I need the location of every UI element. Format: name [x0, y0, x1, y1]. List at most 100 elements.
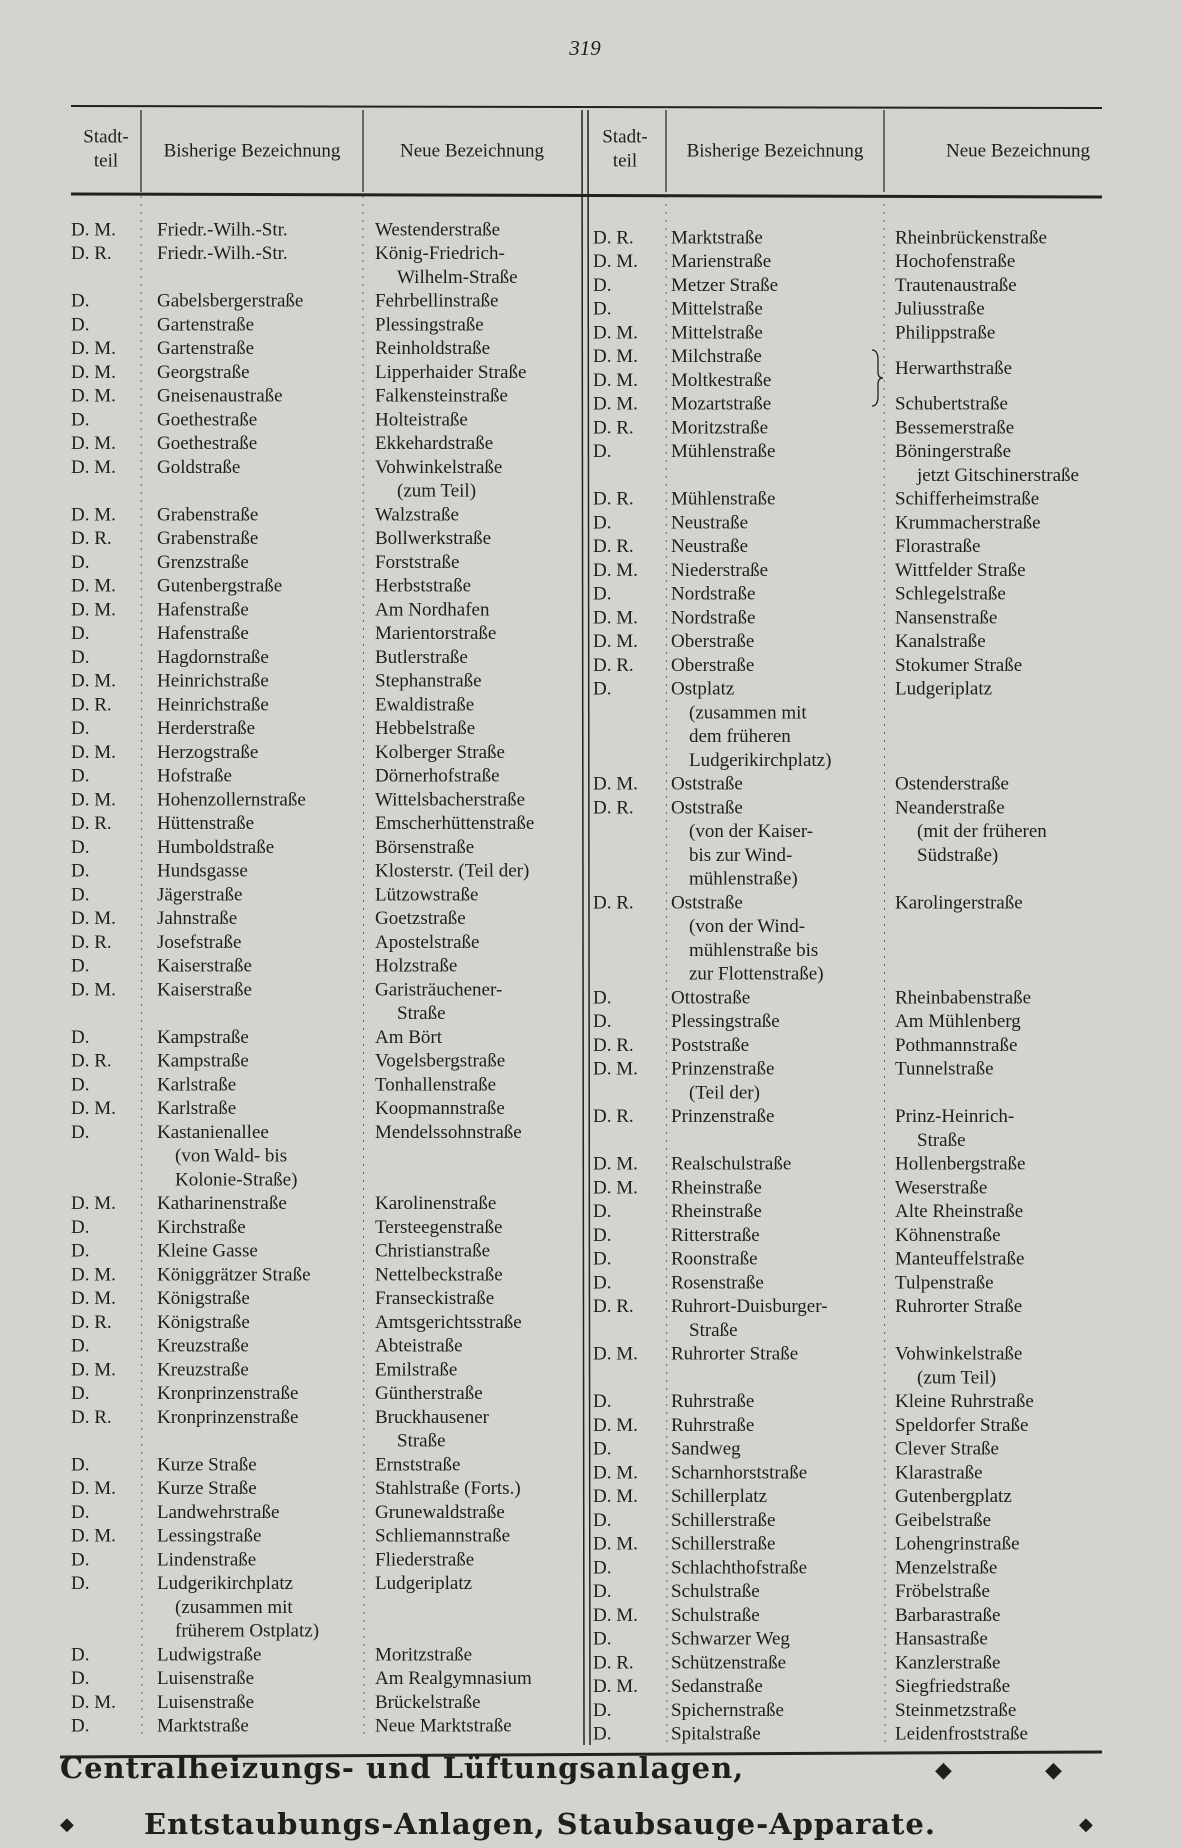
district: D. M. [71, 1193, 116, 1214]
district: D. M. [593, 251, 638, 272]
new-name: Kanzlerstraße [895, 1652, 1001, 1673]
footer-rule [59, 1750, 1103, 1759]
col-rule-faint [362, 195, 365, 1741]
new-name: (mit der früheren [917, 821, 1047, 842]
old-name: Mozartstraße [671, 394, 771, 415]
old-name: Lessingstraße [157, 1526, 261, 1547]
old-name: Kampstraße [157, 1027, 249, 1048]
district: D. M. [71, 742, 116, 763]
district: D. [71, 1668, 89, 1689]
new-name: Kanalstraße [895, 631, 986, 652]
new-name: Siegfriedstraße [895, 1676, 1010, 1697]
old-name: Hafenstraße [157, 623, 249, 644]
new-name: Fehrbellinstraße [375, 291, 498, 312]
district: D. R. [593, 536, 634, 557]
old-name: Kaiserstraße [157, 956, 252, 977]
new-name: Plessingstraße [375, 314, 484, 335]
old-name: Kampstraße [157, 1051, 249, 1072]
old-name: Kurze Straße [157, 1478, 257, 1499]
new-name: Krummacherstraße [895, 512, 1041, 533]
old-name: Heinrichstraße [157, 694, 269, 715]
new-name: Klarastraße [895, 1462, 983, 1483]
district: D. [593, 1581, 611, 1602]
district: D. R. [593, 1035, 634, 1056]
new-name: Menzelstraße [895, 1557, 997, 1578]
new-name: Herbststraße [375, 576, 471, 597]
new-name: Westenderstraße [375, 219, 500, 240]
district: D. M. [593, 607, 638, 628]
new-name: Neanderstraße [895, 797, 1005, 818]
new-name: Nettelbeckstraße [375, 1264, 503, 1285]
old-name: Hafenstraße [157, 599, 249, 620]
header-district: teil [94, 150, 118, 171]
district: D. M. [593, 1676, 638, 1697]
district: D. R. [593, 892, 634, 913]
old-name: Marienstraße [671, 251, 771, 272]
old-name: Heinrichstraße [157, 671, 269, 692]
new-name: Lützowstraße [375, 884, 478, 905]
new-name: Kolberger Straße [375, 742, 505, 763]
old-name: Rheinstraße [671, 1177, 762, 1198]
new-name: Pothmannstraße [895, 1035, 1017, 1056]
old-name: Hüttenstraße [157, 813, 254, 834]
old-name: Nordstraße [671, 607, 755, 628]
old-name: mühlenstraße bis [689, 940, 818, 961]
new-name: Rheinbabenstraße [895, 987, 1031, 1008]
old-name: (von der Wind- [689, 916, 805, 937]
district: D. [71, 1549, 89, 1570]
page-number: 319 [568, 36, 601, 60]
new-name: Reinholdstraße [375, 338, 490, 359]
ornament: ◆ [1079, 1814, 1093, 1834]
new-name: Brückelstraße [375, 1692, 481, 1713]
header-rule [70, 192, 1103, 199]
old-name: Realschulstraße [671, 1154, 791, 1175]
new-name: Geibelstraße [895, 1510, 991, 1531]
new-name: Christianstraße [375, 1241, 490, 1262]
district: D. M. [593, 631, 638, 652]
new-name: Tonhallenstraße [375, 1074, 496, 1095]
header-district: teil [613, 150, 637, 171]
old-name: Rosenstraße [671, 1272, 764, 1293]
old-name: Ludgerikirchplatz) [689, 750, 831, 771]
district: D. M. [71, 1359, 116, 1380]
old-name: Herderstraße [157, 718, 255, 739]
old-name: Ruhrorter Straße [671, 1344, 798, 1365]
new-name: Hebbelstraße [375, 718, 475, 739]
district: D. M. [71, 362, 116, 383]
district: D. [71, 884, 89, 905]
district: D. [593, 275, 611, 296]
top-rule [70, 105, 1103, 109]
new-name: Vohwinkelstraße [895, 1344, 1022, 1365]
district: D. R. [593, 1296, 634, 1317]
old-name: (von Wald- bis [175, 1146, 287, 1167]
new-name: Neue Marktstraße [375, 1716, 512, 1737]
new-name: Tersteegenstraße [375, 1217, 502, 1238]
district: D. M. [71, 1288, 116, 1309]
old-name: Spichernstraße [671, 1700, 784, 1721]
old-name: Königstraße [157, 1288, 250, 1309]
old-name: Königstraße [157, 1312, 250, 1333]
district: D. R. [71, 813, 112, 834]
old-name: Schulstraße [671, 1581, 760, 1602]
district: D. [71, 1644, 89, 1665]
old-name: Ruhrort-Duisburger- [671, 1296, 828, 1317]
district: D. R. [71, 694, 112, 715]
new-name: Holteistraße [375, 409, 468, 430]
new-name: Dörnerhofstraße [375, 766, 500, 787]
new-name: Vogelsbergstraße [375, 1051, 505, 1072]
district: D. [71, 1383, 89, 1404]
district: D. [593, 987, 611, 1008]
old-name: Oststraße [671, 892, 743, 913]
old-name: zur Flottenstraße) [689, 964, 824, 985]
old-name: Ottostraße [671, 987, 750, 1008]
district: D. [71, 291, 89, 312]
old-name: Schulstraße [671, 1605, 760, 1626]
old-name: Grenzstraße [157, 552, 249, 573]
old-name: Schillerstraße [671, 1510, 775, 1531]
district: D. M. [71, 1098, 116, 1119]
new-name: Vohwinkelstraße [375, 457, 502, 478]
district: D. [593, 1629, 611, 1650]
brace [871, 349, 884, 407]
